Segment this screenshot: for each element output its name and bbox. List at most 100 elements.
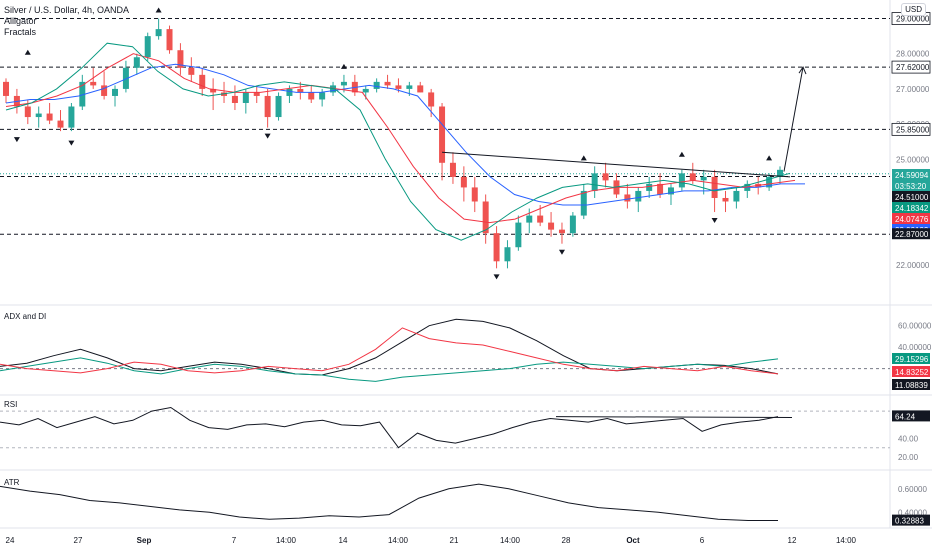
rsi-tick-label: 40.00	[898, 435, 919, 444]
candle-body	[733, 190, 740, 202]
candle-body	[188, 67, 195, 75]
projection-arrowhead	[798, 66, 807, 75]
candle-body	[90, 81, 97, 86]
candle-body	[199, 74, 206, 89]
di-plus-line	[0, 357, 779, 382]
fractal-down-marker	[711, 218, 718, 224]
price-tick-label: 25.00000	[896, 155, 930, 164]
fractal-down-marker	[493, 274, 500, 280]
candle-body	[700, 176, 707, 181]
candle-body	[439, 106, 446, 163]
level-price-tag-text: 29.00000	[896, 15, 930, 24]
price-tag	[892, 213, 930, 224]
adx-value-tag-text: 11.08839	[895, 381, 928, 390]
time-axis-label: 21	[450, 536, 459, 545]
price-tag-text: 24.51000	[895, 193, 929, 202]
candle-body	[264, 95, 271, 118]
candle-body	[122, 67, 129, 89]
price-tag	[892, 180, 930, 191]
adx-tick-label: 60.00000	[898, 322, 932, 331]
trendline	[442, 151, 791, 178]
candle-body	[79, 81, 86, 107]
candle-body	[395, 85, 402, 89]
price-tag-text: 03:53:20	[895, 182, 927, 191]
candle-body	[558, 229, 565, 234]
level-price-tag	[891, 122, 931, 136]
candle-body	[417, 85, 424, 93]
level-price-tag	[891, 60, 931, 74]
candle-body	[46, 113, 53, 121]
candle-body	[777, 169, 783, 177]
pane-label-atr: ATR	[4, 478, 20, 487]
candle-body	[515, 222, 522, 248]
time-axis-label: 28	[562, 536, 571, 545]
candle-body	[319, 92, 326, 100]
fractal-down-marker	[13, 137, 20, 143]
fractal-up-marker	[678, 151, 685, 157]
candle-body	[133, 57, 140, 68]
price-tag-text: 24.18342	[895, 204, 929, 213]
fractal-up-marker	[340, 63, 347, 69]
time-axis-label: 24	[6, 536, 15, 545]
adx-value-tag	[892, 366, 930, 377]
time-axis-label: Oct	[626, 536, 640, 545]
price-tick-label: 27.00000	[896, 85, 930, 94]
level-price-tag-text: 25.85000	[896, 125, 930, 134]
adx-value-tag-text: 14.83252	[895, 368, 929, 377]
candle-body	[231, 95, 238, 103]
time-axis-label: 7	[232, 536, 237, 545]
alligator-teeth-line	[5, 53, 796, 224]
time-axis-label: 14:00	[500, 536, 521, 545]
adx-value-tag	[892, 353, 930, 364]
atr-value-tag-text: 0.32883	[895, 517, 924, 526]
candle-body	[24, 106, 31, 118]
fractal-up-marker	[155, 7, 162, 13]
time-axis-label: 27	[74, 536, 83, 545]
fractal-down-marker	[68, 140, 75, 146]
price-tag	[892, 191, 930, 202]
candle-body	[635, 190, 642, 202]
fractal-up-marker	[766, 155, 773, 161]
price-tick-label: 28.00000	[896, 50, 930, 59]
alligator-lips-line	[5, 42, 791, 241]
candle-body	[210, 88, 217, 93]
atr-tick-label: 0.60000	[898, 485, 927, 494]
candle-body	[166, 29, 173, 51]
chart-title: Silver / U.S. Dollar, 4h, OANDA	[4, 5, 130, 15]
time-axis-label: 6	[700, 536, 705, 545]
candle-body	[101, 85, 108, 96]
di-minus-line	[0, 327, 779, 375]
price-tag	[892, 169, 930, 180]
candle-body	[569, 215, 576, 234]
rsi-value-tag-text: 64.24	[895, 412, 916, 421]
time-axis-label: 14:00	[388, 536, 409, 545]
rsi-tick-label: 20.00	[898, 453, 919, 462]
level-price-tag-text: 27.62000	[896, 63, 930, 72]
indicator-label-alligator: Alligator	[4, 16, 37, 26]
candle-body	[624, 194, 631, 202]
price-tick-label: 22.00000	[896, 261, 930, 270]
fractal-down-marker	[558, 249, 565, 255]
atr-value-tag	[892, 514, 930, 526]
candle-body	[657, 183, 664, 195]
adx-value-tag-text: 29.15296	[895, 355, 929, 364]
candle-body	[57, 120, 64, 128]
adx-tick-label: 40.00000	[898, 343, 932, 352]
candle-body	[678, 173, 685, 188]
rsi-line	[0, 406, 779, 449]
candle-body	[526, 215, 533, 223]
candle-body	[722, 197, 729, 202]
candle-body	[482, 201, 489, 234]
currency-badge[interactable]: USD	[901, 3, 926, 16]
candle-body	[177, 50, 184, 68]
adx-value-tag	[892, 379, 930, 390]
fractal-down-marker	[264, 133, 271, 139]
candle-body	[68, 106, 75, 128]
candle-body	[537, 215, 544, 223]
candle-body	[3, 81, 9, 96]
price-tag-text: 24.59094	[895, 171, 929, 180]
candle-body	[548, 222, 555, 230]
time-axis-label: Sep	[137, 536, 152, 545]
price-tag-text: 24.07476	[895, 215, 929, 224]
